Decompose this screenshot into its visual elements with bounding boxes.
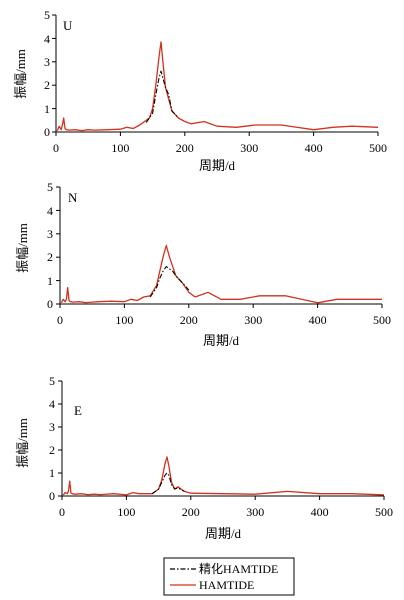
panel-u-y-tick-label: 2 [44, 78, 50, 92]
panel-e: 0 1 2 3 4 5 0 100 200 300 400 500 E 周期/d… [15, 374, 393, 541]
panel-e-y-tick-label: 1 [49, 466, 55, 480]
panel-e-x-ticks [61, 496, 385, 500]
panel-u-marks [56, 41, 379, 132]
panel-n-y-tick-label: 5 [47, 180, 53, 194]
panel-e-y-ticks [58, 380, 62, 497]
panel-u-x-tick-label: 500 [369, 141, 387, 155]
panel-e-y-tick-label: 3 [49, 420, 55, 434]
panel-n-x-tick-label: 100 [115, 313, 133, 327]
panel-e-x-tick-label: 500 [375, 505, 393, 519]
panel-e-x-tick-label: 0 [59, 505, 65, 519]
panel-n-x-tick-label: 400 [309, 313, 327, 327]
legend-box [163, 557, 295, 596]
legend: 精化HAMTIDE HAMTIDE [163, 557, 295, 596]
panel-n-y-ticks [56, 186, 60, 305]
panel-u-y-tick-label: 5 [44, 8, 50, 22]
panel-n: 0 1 2 3 4 5 0 100 200 300 400 500 N 周期/d… [15, 180, 391, 348]
panel-e-y-tick-label: 4 [49, 397, 55, 411]
panel-e-y-tick-label: 0 [49, 489, 55, 503]
panel-e-x-tick-label: 300 [246, 505, 264, 519]
panel-n-series-refined-hamtide [149, 266, 190, 298]
panel-e-x-axis-title: 周期/d [205, 526, 242, 541]
legend-label-refined: 精化HAMTIDE [199, 562, 278, 576]
panel-n-series-hamtide [60, 244, 382, 304]
panel-n-y-tick-label: 0 [47, 297, 53, 311]
panel-u-y-axis-title: 振幅/mm [13, 49, 28, 99]
legend-label-hamtide: HAMTIDE [199, 578, 254, 592]
panel-n-x-tick-label: 300 [244, 313, 262, 327]
panel-n-y-tick-label: 1 [47, 274, 53, 288]
panel-u-label: U [63, 18, 73, 33]
panel-n-label: N [68, 190, 78, 205]
panel-u-x-tick-label: 300 [240, 141, 258, 155]
panel-e-x-tick-label: 400 [311, 505, 329, 519]
panel-e-label: E [74, 403, 82, 418]
panel-e-x-tick-label: 200 [182, 505, 200, 519]
panel-e-y-axis-title: 振幅/mm [15, 418, 30, 468]
panel-n-x-tick-label: 500 [373, 313, 391, 327]
panel-e-y-tick-label: 5 [49, 374, 55, 388]
panel-u-x-tick-label: 0 [53, 141, 59, 155]
panel-u: 0 1 2 3 4 5 0 100 200 300 400 500 U 周期/d… [13, 8, 387, 173]
panel-n-x-tick-label: 200 [180, 313, 198, 327]
panel-e-series-hamtide [62, 456, 385, 496]
panel-n-x-axis-title: 周期/d [203, 333, 240, 348]
panel-e-x-tick-label: 100 [117, 505, 135, 519]
panel-u-x-tick-label: 100 [111, 141, 129, 155]
panel-u-x-axis-title: 周期/d [199, 158, 236, 173]
panel-n-y-tick-label: 4 [47, 204, 53, 218]
panel-e-series-refined-hamtide [151, 472, 185, 495]
panel-u-y-tick-label: 0 [44, 125, 50, 139]
panel-u-series-hamtide [56, 41, 379, 132]
panel-n-y-tick-label: 3 [47, 227, 53, 241]
panel-n-x-ticks [59, 304, 383, 308]
panel-n-marks [60, 244, 382, 304]
panel-u-x-tick-label: 400 [305, 141, 323, 155]
panel-u-x-tick-label: 200 [176, 141, 194, 155]
panel-u-y-ticks [52, 14, 56, 133]
panel-e-y-tick-label: 2 [49, 443, 55, 457]
panel-u-y-tick-label: 1 [44, 102, 50, 116]
panel-e-marks [62, 456, 385, 496]
panel-n-y-tick-label: 2 [47, 250, 53, 264]
panel-u-series-refined-hamtide [145, 70, 179, 123]
panel-u-y-tick-label: 3 [44, 55, 50, 69]
panel-u-x-ticks [55, 132, 379, 136]
panel-n-x-tick-label: 0 [57, 313, 63, 327]
panel-n-y-axis-title: 振幅/mm [15, 223, 30, 273]
panel-u-y-tick-label: 4 [44, 32, 50, 46]
